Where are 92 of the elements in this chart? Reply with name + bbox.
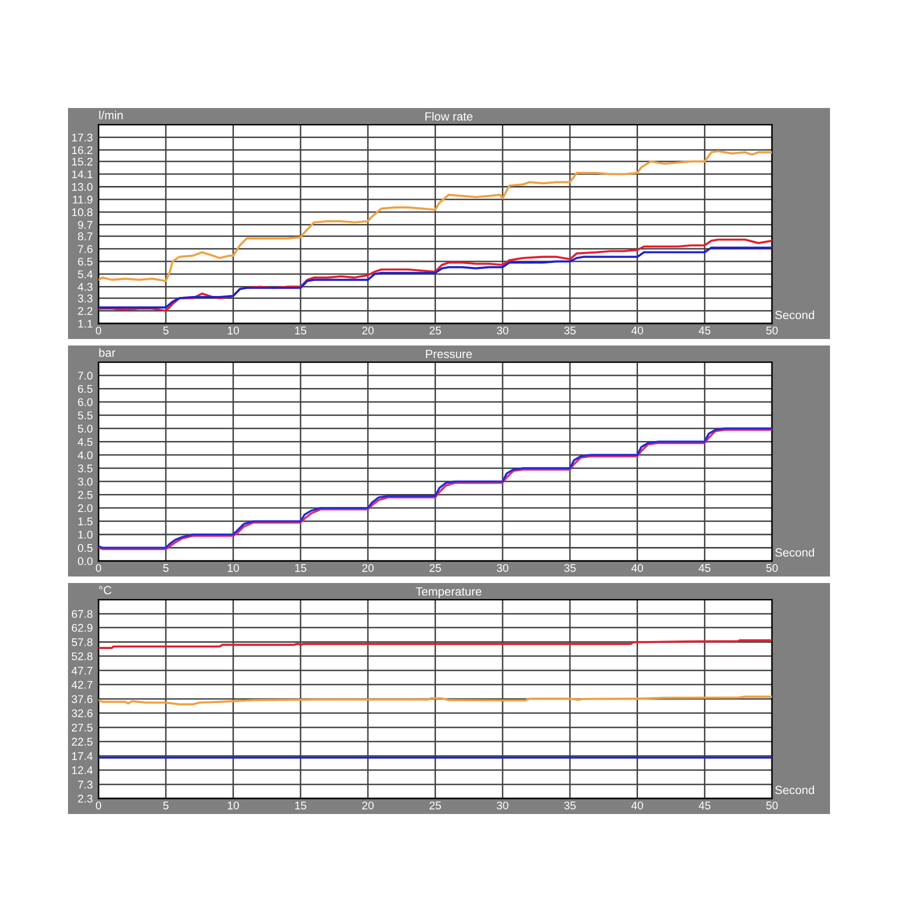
y-tick-label: 13.0 <box>72 183 93 191</box>
x-tick-label: 5 <box>163 564 168 572</box>
y-axis-title: bar <box>99 348 116 357</box>
x-tick-label: 0 <box>96 326 102 334</box>
x-tick-label: 30 <box>496 326 508 334</box>
line-series <box>98 696 772 706</box>
chart-title: Pressure <box>426 350 472 358</box>
y-tick-label: 62.9 <box>72 624 92 632</box>
y-tick-label: 6.5 <box>78 258 92 266</box>
x-tick-label: 10 <box>228 326 239 334</box>
y-tick-label: 42.7 <box>72 680 92 689</box>
x-tick-label: 20 <box>362 802 374 810</box>
y-tick-label: 32.6 <box>72 709 92 718</box>
x-tick-label: 30 <box>496 564 508 572</box>
x-tick-label: 45 <box>698 564 710 572</box>
x-tick-label: 20 <box>362 564 374 572</box>
x-axis-title: Second <box>775 548 814 557</box>
y-tick-label: 2.2 <box>78 307 92 315</box>
y-tick-label: 7.0 <box>78 372 93 380</box>
y-axis-title: l/min <box>99 110 123 120</box>
chart-title: Temperature <box>416 587 482 598</box>
y-tick-label: 22.5 <box>72 738 92 746</box>
y-tick-label: 52.8 <box>72 652 92 660</box>
line-series <box>98 150 772 282</box>
y-tick-label: 8.7 <box>78 232 92 240</box>
x-tick-label: 25 <box>430 802 441 810</box>
y-tick-label: 16.2 <box>72 146 92 154</box>
x-tick-label: 45 <box>698 802 710 810</box>
x-axis-title: Second <box>775 785 814 794</box>
y-tick-label: 7.6 <box>78 245 92 253</box>
x-tick-label: 15 <box>295 802 306 810</box>
x-tick-label: 10 <box>228 564 239 572</box>
y-tick-label: 4.3 <box>78 282 92 291</box>
x-tick-label: 40 <box>631 802 644 810</box>
y-axis-title: °C <box>99 586 112 594</box>
x-tick-label: 50 <box>766 564 778 572</box>
chart-title: Flow rate <box>425 112 472 121</box>
y-tick-label: 3.5 <box>78 464 92 472</box>
y-tick-label: 17.3 <box>72 134 92 142</box>
x-tick-label: 35 <box>564 326 576 334</box>
x-tick-label: 25 <box>430 564 441 572</box>
x-tick-label: 40 <box>631 564 644 572</box>
y-tick-label: 0.0 <box>78 557 93 566</box>
y-tick-label: 67.8 <box>72 610 92 618</box>
line-series <box>98 246 772 308</box>
x-tick-label: 25 <box>430 326 441 334</box>
x-axis-title: Second <box>775 310 814 320</box>
y-tick-label: 0.5 <box>78 544 92 552</box>
y-tick-label: 2.0 <box>78 504 93 512</box>
line-series <box>98 639 772 649</box>
x-tick-label: 50 <box>766 802 778 810</box>
y-tick-label: 1.5 <box>78 518 92 526</box>
x-tick-label: 0 <box>96 564 102 572</box>
y-tick-label: 14.1 <box>72 170 92 178</box>
line-series <box>98 238 772 312</box>
y-tick-label: 1.0 <box>78 530 93 539</box>
y-tick-label: 27.5 <box>72 724 92 732</box>
y-tick-label: 4.0 <box>78 451 93 460</box>
y-tick-label: 5.4 <box>78 270 93 278</box>
x-tick-label: 20 <box>362 326 374 334</box>
y-tick-label: 2.5 <box>78 491 92 499</box>
x-tick-label: 50 <box>766 326 778 334</box>
x-tick-label: 30 <box>496 802 508 810</box>
y-tick-label: 3.3 <box>78 294 92 302</box>
y-tick-label: 57.8 <box>72 638 92 646</box>
y-tick-label: 2.3 <box>78 794 92 803</box>
x-tick-label: 10 <box>228 802 239 810</box>
y-tick-label: 5.5 <box>78 412 92 420</box>
y-tick-label: 6.5 <box>78 384 92 393</box>
x-tick-label: 35 <box>564 802 576 810</box>
x-tick-label: 40 <box>631 326 644 334</box>
y-tick-label: 3.0 <box>78 478 93 486</box>
y-tick-label: 17.4 <box>72 752 93 760</box>
y-tick-label: 11.9 <box>72 196 92 204</box>
x-tick-label: 15 <box>295 326 306 334</box>
y-tick-label: 37.6 <box>72 695 92 704</box>
x-tick-label: 5 <box>163 326 168 334</box>
x-tick-label: 15 <box>295 564 306 572</box>
y-tick-label: 5.0 <box>78 424 93 433</box>
x-tick-label: 5 <box>163 802 168 810</box>
y-tick-label: 6.0 <box>78 398 93 406</box>
y-tick-label: 47.7 <box>72 666 92 675</box>
y-tick-label: 1.1 <box>78 320 92 328</box>
y-tick-label: 7.3 <box>78 780 92 789</box>
x-tick-label: 35 <box>564 564 576 572</box>
x-tick-label: 45 <box>698 326 710 334</box>
y-tick-label: 10.8 <box>72 208 92 216</box>
y-tick-label: 15.2 <box>72 158 92 166</box>
y-tick-label: 12.4 <box>72 766 93 774</box>
x-tick-label: 0 <box>96 802 102 810</box>
y-tick-label: 9.7 <box>78 220 92 229</box>
y-tick-label: 4.5 <box>78 438 92 446</box>
